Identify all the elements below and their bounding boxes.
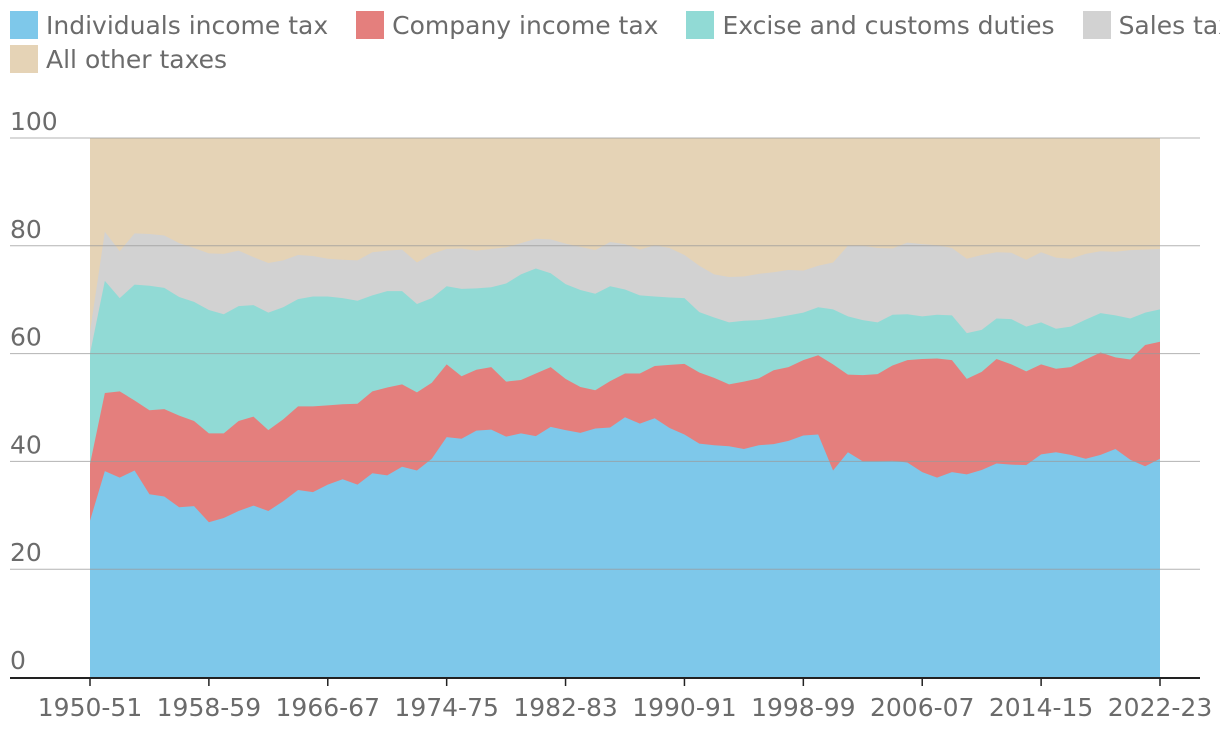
legend-swatch-individuals-income-tax — [10, 11, 38, 39]
legend-item-sales-tax: Sales tax — [1082, 10, 1220, 40]
y-tick-label: 60 — [10, 323, 42, 352]
y-tick-label: 100 — [10, 107, 58, 136]
x-tick-label: 2006-07 — [870, 693, 974, 722]
y-tick-label: 20 — [10, 538, 42, 567]
legend-row-1: Individuals income tax Company income ta… — [10, 8, 1220, 42]
legend-swatch-sales-tax — [1082, 11, 1111, 39]
x-tick-label: 1958-59 — [157, 693, 261, 722]
legend-row-2: All other taxes — [10, 42, 1210, 76]
x-tick-label: 2022-23 — [1108, 693, 1212, 722]
legend-item-excise-customs-duties: Excise and customs duties — [686, 10, 1055, 40]
x-tick-label: 2014-15 — [989, 693, 1093, 722]
x-tick-label: 1974-75 — [394, 693, 498, 722]
area-series-group — [90, 138, 1160, 678]
legend-label-all-other-taxes: All other taxes — [46, 44, 228, 74]
legend-item-all-other-taxes: All other taxes — [10, 45, 227, 74]
x-tick-label: 1966-67 — [276, 693, 380, 722]
y-tick-label: 80 — [10, 215, 42, 244]
y-tick-label: 0 — [10, 646, 26, 675]
x-tick-label: 1982-83 — [513, 693, 617, 722]
x-tick-label: 1998-99 — [751, 693, 855, 722]
legend-swatch-all-other-taxes — [10, 45, 38, 73]
legend-item-company-income-tax: Company income tax — [356, 11, 658, 40]
legend-label-sales-tax: Sales tax — [1118, 10, 1220, 40]
chart-legend: Individuals income tax Company income ta… — [10, 8, 1220, 76]
gridlines — [10, 137, 1200, 570]
legend-label-company-income-tax: Company income tax — [392, 10, 659, 40]
legend-swatch-excise-customs-duties — [686, 11, 715, 39]
y-axis-ticks: 0 20 40 60 80 100 — [10, 107, 58, 675]
x-tick-label: 1990-91 — [632, 693, 736, 722]
y-tick-label: 40 — [10, 430, 42, 459]
x-tick-label: 1950-51 — [38, 693, 142, 722]
legend-swatch-company-income-tax — [356, 11, 385, 39]
legend-label-individuals-income-tax: Individuals income tax — [46, 10, 329, 40]
x-axis-ticks: 1950-51 1958-59 1966-67 1974-75 1982-83 1990-… — [38, 678, 1212, 722]
legend-label-excise-customs-duties: Excise and customs duties — [722, 10, 1055, 40]
area-individuals-income-tax — [90, 417, 1160, 677]
legend-item-individuals-income-tax: Individuals income tax — [10, 11, 328, 40]
